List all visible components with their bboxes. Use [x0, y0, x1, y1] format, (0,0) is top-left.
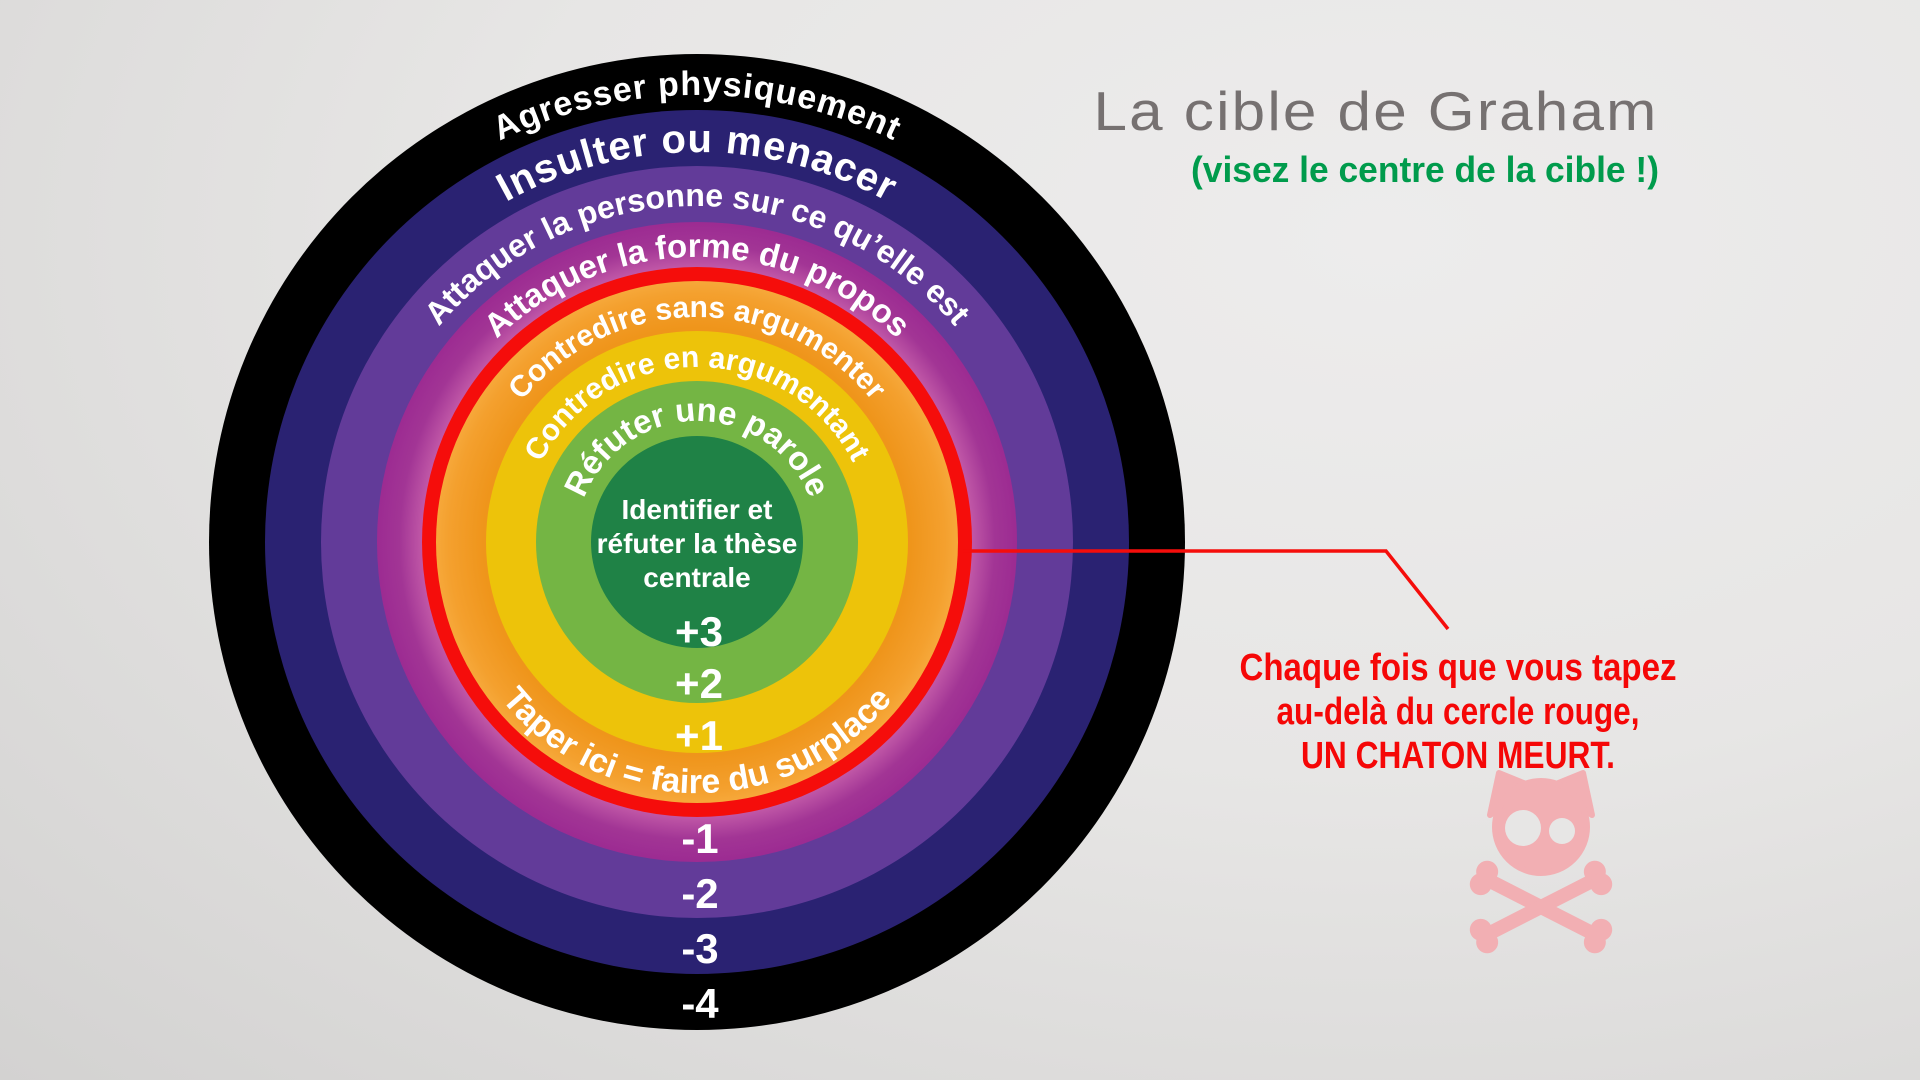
center-text-line1: Identifier et [622, 494, 773, 525]
cat-eye-left [1505, 810, 1541, 846]
warning-line2: au-delà du cercle rouge, [1277, 691, 1640, 733]
ring-scores: +3 +2 +1 -1 -2 -3 -4 [675, 608, 723, 1027]
crossbones [1469, 860, 1613, 954]
target-rings [209, 54, 1185, 1030]
warning-line3: UN CHATON MEURT. [1301, 735, 1615, 777]
cat-skull-crossbones-icon [1469, 770, 1613, 954]
center-text: Identifier et réfuter la thèse centrale [597, 494, 798, 593]
center-text-line2: réfuter la thèse [597, 528, 798, 559]
warning-line1: Chaque fois que vous tapez [1240, 647, 1677, 689]
callout-line [963, 549, 1450, 631]
cat-head [1492, 778, 1590, 876]
warning-text: Chaque fois que vous tapez au-delà du ce… [1240, 647, 1677, 777]
score-minus1: -1 [681, 815, 718, 862]
score-minus3: -3 [681, 925, 718, 972]
score-plus3: +3 [675, 608, 723, 655]
center-text-line3: centrale [643, 562, 750, 593]
page-subtitle: (visez le centre de la cible !) [1191, 149, 1659, 190]
cat-eye-right [1549, 818, 1575, 844]
center-circle [591, 436, 803, 648]
score-minus2: -2 [681, 870, 718, 917]
page-title: La cible de Graham [1094, 80, 1659, 142]
score-plus1: +1 [675, 712, 723, 759]
score-minus4: -4 [681, 980, 719, 1027]
score-plus2: +2 [675, 660, 723, 707]
header: La cible de Graham (visez le centre de l… [1094, 80, 1660, 190]
